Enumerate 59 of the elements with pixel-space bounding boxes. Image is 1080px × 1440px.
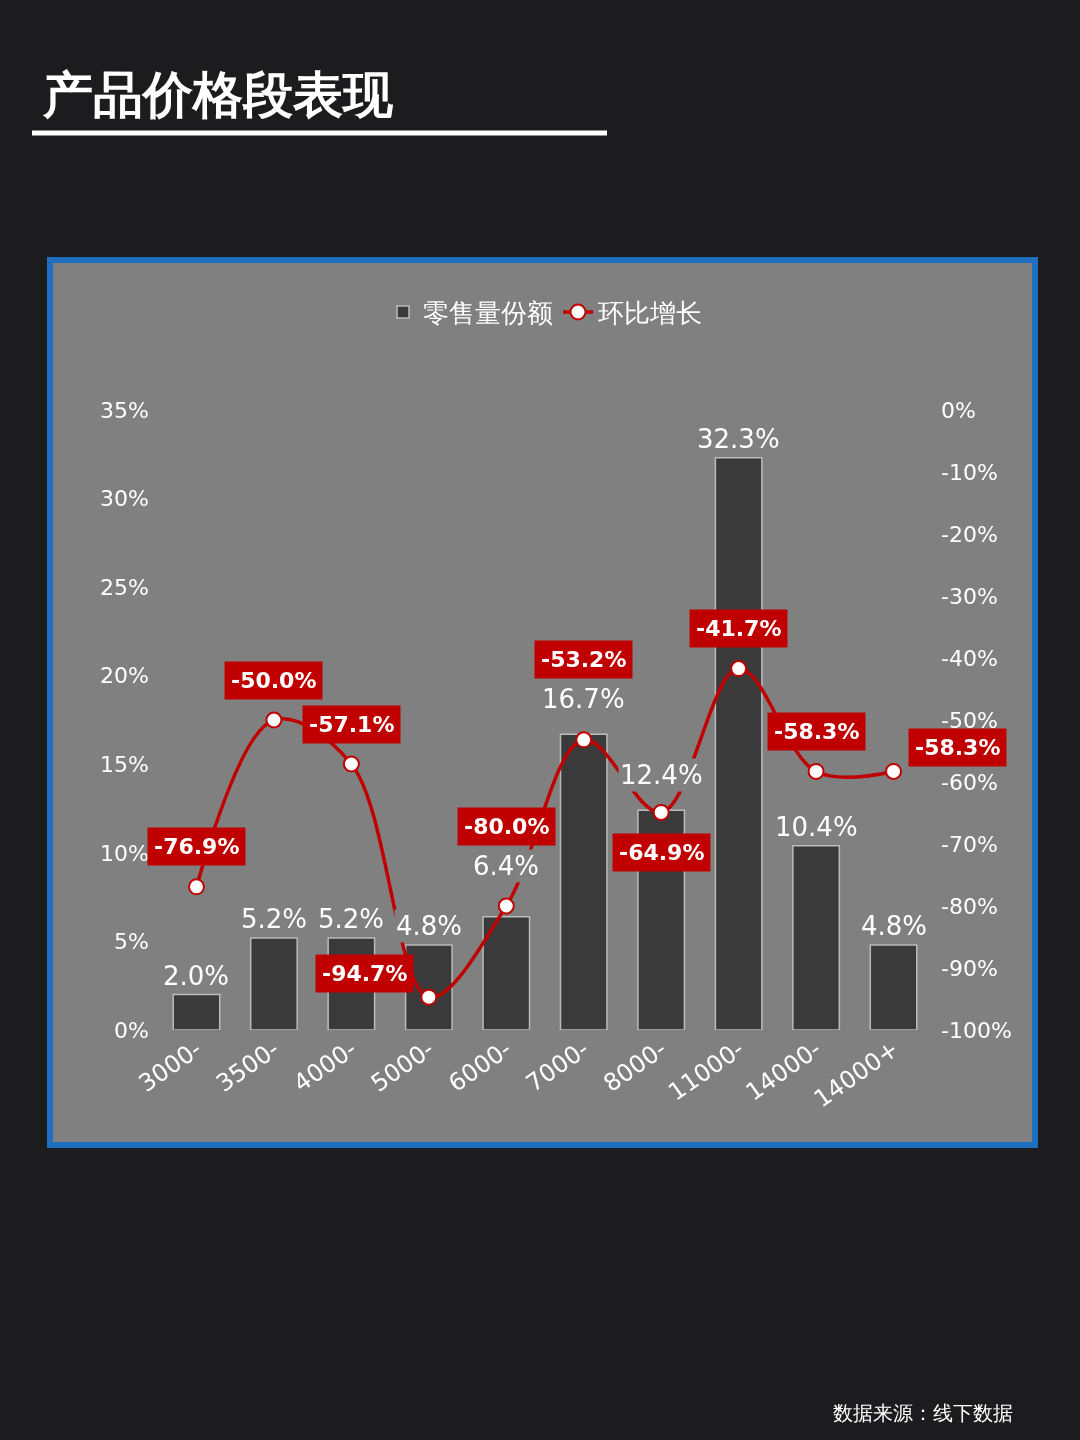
data-label: -57.1%: [309, 712, 395, 737]
point: [730, 660, 748, 678]
y2-tick-label: -40%: [941, 645, 998, 671]
y2-tick-label: -30%: [941, 583, 998, 609]
bar: [869, 944, 918, 1030]
y2-tick-label: -50%: [941, 707, 998, 733]
y2-tick-label: -60%: [941, 769, 998, 795]
point: [807, 762, 825, 780]
data-label: 5.2%: [318, 904, 385, 934]
data-label: -58.3%: [915, 735, 1001, 760]
data-label: 5.2%: [241, 904, 308, 934]
data-label: -94.7%: [322, 961, 408, 986]
data-label: -64.9%: [619, 840, 705, 865]
data-label: 32.3%: [697, 424, 780, 454]
bar: [482, 915, 531, 1030]
point: [652, 803, 670, 821]
y-tick-label: 0%: [114, 1017, 149, 1043]
data-label: -80.0%: [464, 814, 550, 839]
y-tick-label: 5%: [114, 929, 149, 955]
y2-tick-label: -80%: [941, 893, 998, 919]
point: [575, 731, 593, 749]
data-label: -53.2%: [541, 647, 627, 672]
data-label: -58.3%: [774, 719, 860, 744]
bar: [559, 733, 608, 1030]
point: [342, 755, 360, 773]
point: [497, 897, 515, 915]
bar: [249, 937, 298, 1030]
data-label: 2.0%: [163, 961, 230, 991]
y-tick-label: 15%: [100, 751, 149, 777]
bar: [172, 993, 221, 1030]
data-label: -50.0%: [231, 668, 317, 693]
y2-tick-label: -100%: [941, 1017, 1012, 1043]
y2-tick-label: -90%: [941, 955, 998, 981]
data-label: 10.4%: [775, 812, 858, 842]
data-label: 4.8%: [861, 911, 928, 941]
y-tick-label: 25%: [100, 574, 149, 600]
point: [420, 988, 438, 1006]
y-tick-label: 35%: [100, 397, 149, 423]
data-label: -41.7%: [696, 616, 782, 641]
point: [885, 762, 903, 780]
legend-label: 零售量份额: [423, 298, 553, 329]
data-label: 6.4%: [473, 851, 540, 881]
y2-tick-label: -10%: [941, 459, 998, 485]
point: [265, 711, 283, 729]
y2-tick-label: -20%: [941, 521, 998, 547]
y2-tick-label: -70%: [941, 831, 998, 857]
data-label: -76.9%: [154, 834, 240, 859]
chart-title: 产品价格段表现: [42, 66, 394, 124]
y-tick-label: 10%: [100, 840, 149, 866]
source-note: 数据来源：线下数据: [833, 1401, 1013, 1425]
legend-label: 环比增长: [598, 298, 702, 329]
data-label: 4.8%: [396, 911, 463, 941]
y-tick-label: 30%: [100, 486, 149, 512]
point: [187, 878, 205, 896]
data-label: 12.4%: [620, 760, 703, 790]
y2-tick-label: 0%: [941, 397, 976, 423]
data-label: 16.7%: [542, 684, 625, 714]
bar: [792, 845, 841, 1030]
y-tick-label: 20%: [100, 663, 149, 689]
